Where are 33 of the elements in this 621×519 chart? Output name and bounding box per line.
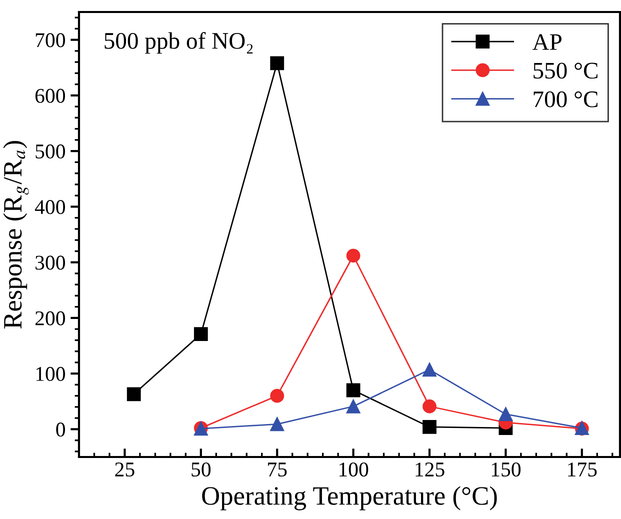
y-tick-label: 600 [35, 88, 66, 103]
legend-label: 550 °C [534, 62, 598, 79]
x-tick-label: 100 [340, 462, 368, 477]
point [422, 362, 436, 377]
point [498, 407, 513, 422]
x-tick-label: 25 [115, 462, 134, 477]
point [270, 56, 284, 70]
x-tick-label: 175 [568, 462, 597, 477]
y-tick-label: 400 [34, 200, 66, 214]
x-tick-label: 125 [416, 462, 444, 477]
point [346, 383, 360, 398]
y-tick-label: 200 [35, 311, 66, 326]
x-axis-title: Operating Temperature (°C) [202, 486, 497, 510]
y-axis-title: Response (R$_{g}$/R$_{a}$) [3, 141, 29, 329]
point [346, 248, 360, 263]
point [422, 399, 436, 414]
point [194, 327, 208, 342]
point [422, 420, 436, 434]
point [126, 387, 141, 402]
legend-label: 700 °C [534, 91, 598, 108]
legend-label: AP [532, 34, 562, 50]
y-tick-label: 300 [36, 256, 66, 270]
point [270, 388, 284, 403]
point [346, 399, 360, 414]
annotation: 500 ppb of NO₂ [104, 32, 253, 54]
x-tick-label: 50 [192, 462, 211, 477]
point [270, 417, 284, 432]
y-tick-label: 500 [36, 144, 66, 158]
x-tick-label: 150 [492, 462, 521, 477]
y-tick-label: 0 [56, 422, 66, 437]
x-tick-label: 75 [268, 462, 287, 477]
y-tick-label: 100 [36, 366, 66, 381]
y-tick-label: 700 [36, 33, 66, 48]
